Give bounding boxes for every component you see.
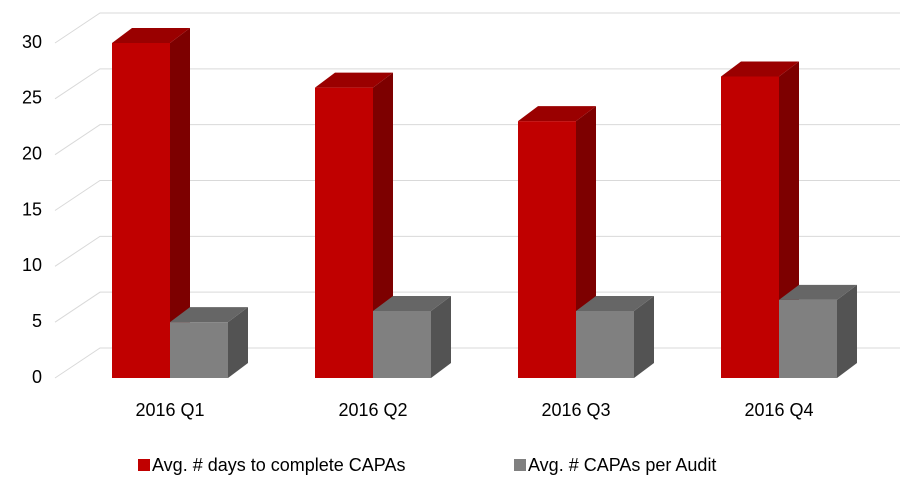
bar-front [721,76,779,378]
legend-label: Avg. # CAPAs per Audit [528,455,716,475]
bar-front [576,311,634,378]
y-tick-label: 30 [22,32,42,52]
y-tick-label: 10 [22,255,42,275]
grid-line [54,68,900,100]
y-tick-label: 0 [32,367,42,387]
y-tick-label: 5 [32,311,42,331]
bar-top [576,296,654,311]
bar-front [112,43,170,378]
x-tick-label: 2016 Q4 [744,400,813,420]
bar-front [315,87,373,379]
bar-top [779,284,857,300]
bar-front [170,322,228,378]
grid-line [54,12,900,44]
bar [170,307,248,378]
bar [315,72,393,379]
grid-line [54,180,900,211]
y-tick-label: 15 [22,199,42,219]
bar-side [837,284,857,378]
x-tick-label: 2016 Q1 [135,400,204,420]
bar [112,28,190,378]
bar-top [373,296,451,311]
legend-swatch [514,459,526,471]
bar-side [228,307,248,378]
bar [779,284,857,378]
bar-front [518,121,576,379]
bar [373,296,451,378]
legend-swatch [138,459,150,471]
grid-line [54,124,900,156]
bar-side [431,296,451,378]
bar-top [721,61,799,77]
bar-front [779,299,837,378]
bar-top [170,307,248,323]
grid-line [54,291,900,323]
bar-top [518,106,596,122]
bar-top [315,72,393,88]
bar-front [373,311,431,378]
y-tick-label: 20 [22,143,42,163]
bar-top [112,28,190,43]
x-tick-label: 2016 Q2 [338,400,407,420]
bar-side [634,296,654,378]
x-tick-label: 2016 Q3 [541,400,610,420]
grid-line [54,235,900,267]
y-tick-label: 25 [22,88,42,108]
bar [576,296,654,378]
bar-side [170,28,190,378]
legend-label: Avg. # days to complete CAPAs [152,455,405,475]
